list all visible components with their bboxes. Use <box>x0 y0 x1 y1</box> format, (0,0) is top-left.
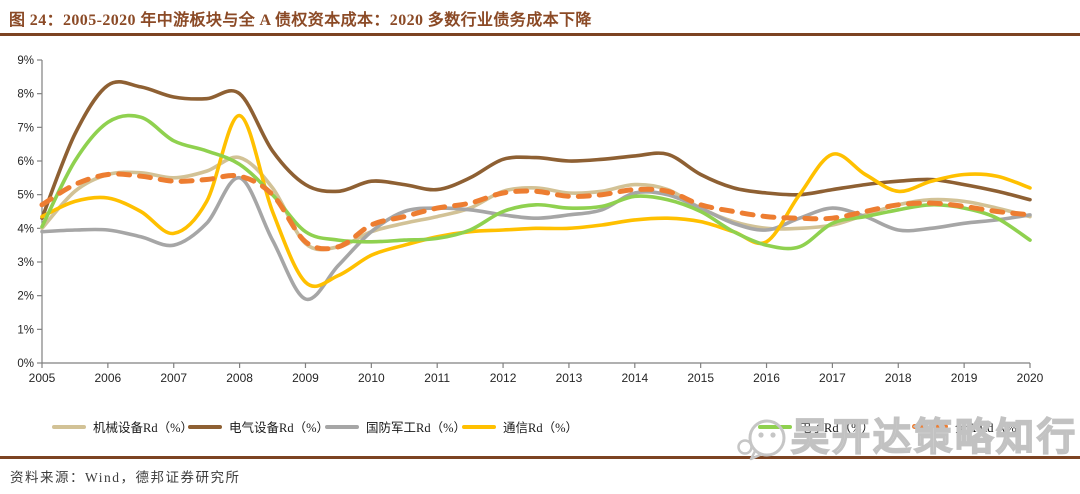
source-text: 资料来源：Wind，德邦证券研究所 <box>10 470 241 485</box>
legend-label-guofang-jungong: 国防军工Rd（%） <box>366 421 467 435</box>
legend-item-guofang-jungong: 国防军工Rd（%） <box>325 417 466 436</box>
legend-label-dianqi-shebei: 电气设备Rd（%） <box>229 421 330 435</box>
x-axis-tick-label: 2013 <box>556 371 583 385</box>
y-axis-tick-label: 6% <box>17 156 34 168</box>
series-line-guofang-jungong <box>40 176 1032 302</box>
series-line-tongxin <box>40 113 1032 289</box>
x-axis-tick-label: 2019 <box>951 371 978 385</box>
legend-item-jixie-shebei: 机械设备Rd（%） <box>52 417 193 436</box>
legend-item-dianqi-shebei: 电气设备Rd（%） <box>188 417 329 436</box>
y-axis-tick-label: 3% <box>17 257 34 269</box>
x-axis-tick-label: 2020 <box>1017 371 1044 385</box>
y-axis-tick-label: 2% <box>17 291 34 303</box>
legend-label-tongxin: 通信Rd（%） <box>503 421 579 435</box>
legend-item-tongxin: 通信Rd（%） <box>462 417 578 436</box>
legend-swatch-dianqi-shebei <box>188 424 222 429</box>
x-axis-tick-label: 2012 <box>490 371 517 385</box>
legend-swatch-jixie-shebei <box>52 424 86 429</box>
x-axis-tick-label: 2015 <box>687 371 714 385</box>
legend-dash-segment <box>933 424 948 429</box>
line-chart: 0% 1% 2% 3% 4% 5% 6% 7% 8% 9% 2005 2006 2007 2008 2009… <box>0 45 1080 395</box>
chart-canvas: 0% 1% 2% 3% 4% 5% 6% 7% 8% 9% 2005 2006 2007 2008 2009… <box>17 55 1044 385</box>
watermark-text: 吴开达策略知行 <box>790 416 1078 460</box>
footer-divider <box>0 456 1080 459</box>
legend-swatch-dianzi <box>758 424 792 429</box>
watermark: 吴开达策略知行 <box>735 414 1078 464</box>
x-axis-tick-label: 2017 <box>819 371 846 385</box>
legend-label-dianzi: 电子Rd（%） <box>799 421 875 435</box>
x-axis-tick-label: 2011 <box>424 371 450 385</box>
legend-swatch-tongxin <box>462 424 496 429</box>
y-axis-tick-label: 1% <box>17 324 34 336</box>
x-axis-tick-label: 2010 <box>358 371 385 385</box>
x-axis-tick-label: 2007 <box>160 371 187 385</box>
x-axis-tick-label: 2014 <box>621 371 648 385</box>
y-axis-tick-label: 4% <box>17 223 34 235</box>
x-axis-tick-label: 2005 <box>29 371 56 385</box>
series-line-dianzi <box>40 113 1032 251</box>
series-line-dianqi-shebei <box>40 80 1032 220</box>
chart-legend: 机械设备Rd（%） 电气设备Rd（%） 国防军工Rd（%） 通信Rd（%） 电子Rd（%… <box>0 417 1080 445</box>
chat-bubbles-icon <box>737 419 786 461</box>
x-axis-tick-label: 2006 <box>95 371 122 385</box>
legend-label-quan-a: 全A Rd（%） <box>955 421 1029 435</box>
x-axis-tick-label: 2016 <box>753 371 780 385</box>
x-axis-tick-label: 2008 <box>226 371 253 385</box>
y-axis-tick-label: 9% <box>17 55 34 67</box>
title-divider <box>0 33 1080 36</box>
x-axis-tick-label: 2018 <box>885 371 912 385</box>
legend-item-quan-a: 全A Rd（%） <box>912 417 1029 436</box>
legend-swatch-quan-a <box>912 424 948 429</box>
figure-title: 图 24：2005-2020 年中游板块与全 A 债权资本成本：2020 多数行… <box>9 12 592 29</box>
y-axis-tick-label: 7% <box>17 122 34 134</box>
legend-dash-segment <box>912 424 927 429</box>
x-axis-tick-label: 2009 <box>292 371 319 385</box>
legend-swatch-guofang-jungong <box>325 424 359 429</box>
legend-label-jixie-shebei: 机械设备Rd（%） <box>93 421 194 435</box>
legend-item-dianzi: 电子Rd（%） <box>758 417 874 436</box>
series-line-quan-a <box>39 171 1033 252</box>
y-axis-tick-label: 0% <box>17 358 34 370</box>
y-axis-tick-label: 8% <box>17 89 34 101</box>
y-axis-tick-label: 5% <box>17 190 34 202</box>
